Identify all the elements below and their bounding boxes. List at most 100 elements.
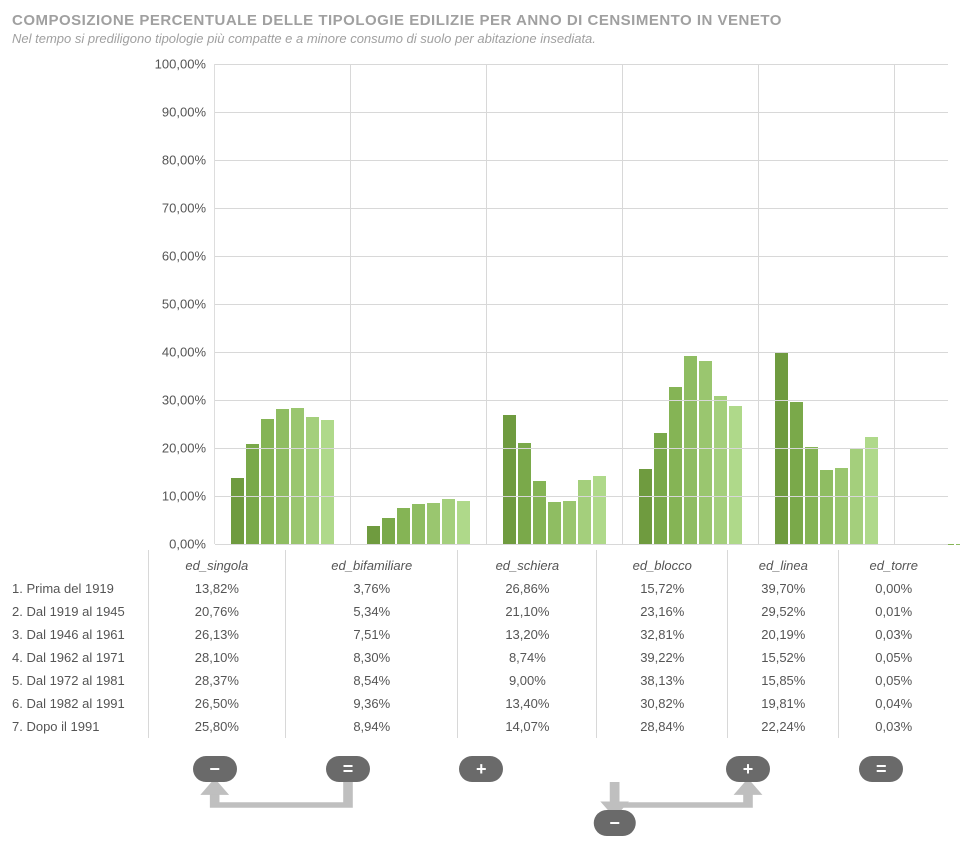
connector-row: − <box>148 782 948 828</box>
bar <box>835 468 848 544</box>
y-tick: 40,00% <box>162 345 206 360</box>
column-header: ed_singola <box>148 550 286 577</box>
symbol-cell: = <box>815 756 948 782</box>
cell: 28,84% <box>597 715 728 738</box>
column-header: ed_bifamiliare <box>286 550 458 577</box>
y-tick: 90,00% <box>162 105 206 120</box>
y-tick: 0,00% <box>169 537 206 552</box>
cell: 15,52% <box>728 646 839 669</box>
cell: 13,82% <box>148 577 286 600</box>
trend-pill: = <box>859 756 903 782</box>
table-row: 4. Dal 1962 al 197128,10%8,30%8,74%39,22… <box>12 646 948 669</box>
bar <box>729 406 742 544</box>
y-axis: 0,00%10,00%20,00%30,00%40,00%50,00%60,00… <box>148 64 214 544</box>
cell: 26,13% <box>148 623 286 646</box>
cell: 20,19% <box>728 623 839 646</box>
cell: 9,00% <box>458 669 597 692</box>
bar <box>699 361 712 544</box>
bar <box>397 508 410 544</box>
y-tick: 50,00% <box>162 297 206 312</box>
bar <box>865 437 878 544</box>
bar <box>639 469 652 544</box>
trend-pill: + <box>459 756 503 782</box>
cell: 14,07% <box>458 715 597 738</box>
table-row: 7. Dopo il 199125,80%8,94%14,07%28,84%22… <box>12 715 948 738</box>
bar <box>518 443 531 544</box>
cell: 13,40% <box>458 692 597 715</box>
row-label: 3. Dal 1946 al 1961 <box>12 623 148 646</box>
trend-pill: = <box>326 756 370 782</box>
y-tick: 60,00% <box>162 249 206 264</box>
trend-pill: − <box>193 756 237 782</box>
bar <box>820 470 833 544</box>
symbol-cell: − <box>148 756 281 782</box>
y-tick: 70,00% <box>162 201 206 216</box>
bar <box>261 419 274 544</box>
column-header: ed_linea <box>728 550 839 577</box>
y-tick: 80,00% <box>162 153 206 168</box>
cell: 13,20% <box>458 623 597 646</box>
cell: 28,37% <box>148 669 286 692</box>
column-header: ed_schiera <box>458 550 597 577</box>
symbol-cell: + <box>415 756 548 782</box>
cell: 0,03% <box>839 623 948 646</box>
bar <box>231 478 244 544</box>
table-row: 6. Dal 1982 al 199126,50%9,36%13,40%30,8… <box>12 692 948 715</box>
symbol-row: − = + + = <box>148 756 948 782</box>
bar <box>684 356 697 544</box>
row-label: 7. Dopo il 1991 <box>12 715 148 738</box>
cell: 0,05% <box>839 646 948 669</box>
cell: 22,24% <box>728 715 839 738</box>
bar <box>412 504 425 544</box>
cell: 8,74% <box>458 646 597 669</box>
cell: 0,04% <box>839 692 948 715</box>
symbol-cell: = <box>281 756 414 782</box>
row-label: 2. Dal 1919 al 1945 <box>12 600 148 623</box>
table-row: 5. Dal 1972 al 198128,37%8,54%9,00%38,13… <box>12 669 948 692</box>
cell: 8,30% <box>286 646 458 669</box>
bar <box>457 501 470 544</box>
bar <box>593 476 606 544</box>
cell: 21,10% <box>458 600 597 623</box>
cell: 28,10% <box>148 646 286 669</box>
cell: 23,16% <box>597 600 728 623</box>
bar <box>669 387 682 544</box>
cell: 8,94% <box>286 715 458 738</box>
cell: 26,86% <box>458 577 597 600</box>
cell: 20,76% <box>148 600 286 623</box>
symbol-cell: + <box>681 756 814 782</box>
cell: 0,05% <box>839 669 948 692</box>
cell: 5,34% <box>286 600 458 623</box>
bar <box>578 480 591 544</box>
bar <box>548 502 561 544</box>
cell: 26,50% <box>148 692 286 715</box>
y-tick: 100,00% <box>155 57 206 72</box>
bar <box>442 499 455 544</box>
data-table: ed_singolaed_bifamiliareed_schieraed_blo… <box>12 550 948 738</box>
bar <box>563 501 576 544</box>
cell: 19,81% <box>728 692 839 715</box>
bar <box>276 409 289 544</box>
cell: 3,76% <box>286 577 458 600</box>
cell: 30,82% <box>597 692 728 715</box>
bar <box>533 481 546 544</box>
bar <box>306 417 319 544</box>
bar <box>367 526 380 544</box>
trend-pill: + <box>726 756 770 782</box>
y-tick: 20,00% <box>162 441 206 456</box>
page-subtitle: Nel tempo si prediligono tipologie più c… <box>12 31 948 46</box>
cell: 38,13% <box>597 669 728 692</box>
bar <box>321 420 334 544</box>
y-tick: 10,00% <box>162 489 206 504</box>
column-header: ed_torre <box>839 550 948 577</box>
plot-area <box>214 64 948 544</box>
bar <box>503 415 516 544</box>
chart: 0,00%10,00%20,00%30,00%40,00%50,00%60,00… <box>148 64 948 544</box>
bar <box>790 402 803 544</box>
row-label: 6. Dal 1982 al 1991 <box>12 692 148 715</box>
cell: 32,81% <box>597 623 728 646</box>
row-label: 1. Prima del 1919 <box>12 577 148 600</box>
cell: 0,00% <box>839 577 948 600</box>
trend-pill: − <box>593 810 636 836</box>
bar <box>246 444 259 544</box>
